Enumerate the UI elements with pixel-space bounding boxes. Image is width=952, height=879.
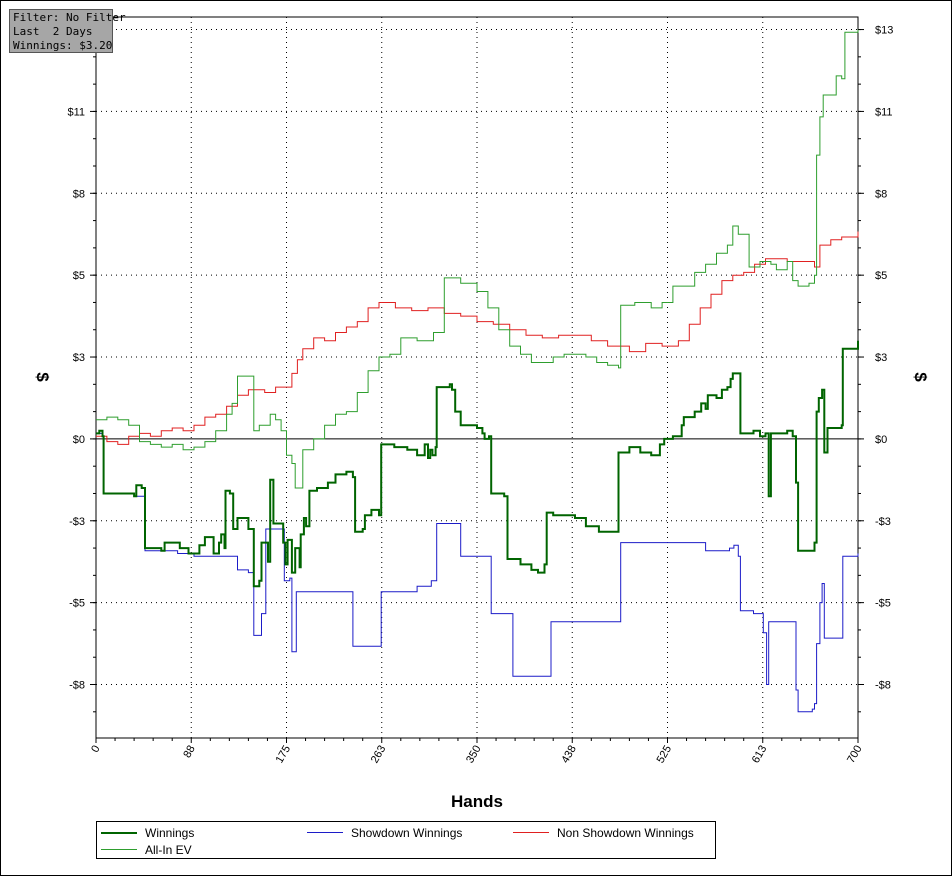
series-line-non-showdown-winnings bbox=[96, 231, 859, 445]
x-tick-label: 0 bbox=[89, 744, 102, 755]
y-tick-label-left: $5 bbox=[73, 270, 85, 282]
y-tick-label-left: $3 bbox=[73, 352, 85, 364]
filter-label: Filter: No Filter bbox=[13, 11, 126, 24]
y-tick-label-right: $11 bbox=[875, 106, 893, 118]
y-axis-label-right: $ bbox=[911, 372, 930, 382]
legend-swatch bbox=[101, 832, 137, 834]
y-tick-label-right: $13 bbox=[875, 25, 893, 37]
legend-swatch bbox=[513, 832, 549, 833]
x-tick-label: 263 bbox=[369, 744, 389, 766]
x-tick-label: 700 bbox=[845, 744, 865, 766]
y-tick-label-left: -$3 bbox=[69, 516, 85, 528]
series-line-all-in-ev bbox=[96, 29, 859, 489]
legend-label: Showdown Winnings bbox=[351, 826, 463, 840]
y-tick-label-right: $3 bbox=[875, 352, 887, 364]
legend-label: Non Showdown Winnings bbox=[557, 826, 694, 840]
x-tick-label: 88 bbox=[181, 744, 198, 761]
legend-swatch bbox=[307, 832, 343, 833]
y-tick-label-left: $8 bbox=[73, 188, 85, 200]
x-tick-label: 525 bbox=[655, 744, 675, 766]
chart-legend: Winnings Showdown Winnings Non Showdown … bbox=[96, 821, 716, 859]
y-tick-label-right: $8 bbox=[875, 188, 887, 200]
y-tick-label-right: -$8 bbox=[875, 680, 891, 692]
legend-label: All-In EV bbox=[145, 843, 192, 857]
legend-item-showdown: Showdown Winnings bbox=[307, 824, 507, 842]
filter-info-box: Filter: No Filter Last 2 Days Winnings: … bbox=[9, 9, 126, 53]
legend-item-non-showdown: Non Showdown Winnings bbox=[513, 824, 713, 842]
y-tick-label-left: -$8 bbox=[69, 680, 85, 692]
y-tick-label-right: -$3 bbox=[875, 516, 891, 528]
date-range-label: Last 2 Days bbox=[13, 25, 93, 38]
y-tick-label-right: $0 bbox=[875, 434, 887, 446]
x-tick-label: 613 bbox=[750, 744, 770, 766]
y-tick-label-right: $5 bbox=[875, 270, 887, 282]
series-line-winnings bbox=[96, 340, 859, 588]
winnings-label: Winnings: $3.20 bbox=[13, 39, 113, 52]
legend-label: Winnings bbox=[145, 826, 195, 840]
y-tick-label-left: $0 bbox=[73, 434, 85, 446]
y-tick-label-left: -$5 bbox=[69, 598, 85, 610]
legend-swatch bbox=[101, 849, 137, 850]
y-tick-label-left: $11 bbox=[67, 106, 85, 118]
x-axis-label: Hands bbox=[451, 792, 503, 811]
legend-item-all-in-ev: All-In EV bbox=[101, 841, 301, 859]
x-tick-label: 438 bbox=[559, 744, 579, 766]
y-tick-label-right: -$5 bbox=[875, 598, 891, 610]
x-tick-label: 175 bbox=[274, 744, 294, 766]
y-axis-label-left: $ bbox=[33, 372, 52, 382]
x-tick-label: 350 bbox=[464, 744, 484, 766]
legend-item-winnings: Winnings bbox=[101, 824, 301, 842]
